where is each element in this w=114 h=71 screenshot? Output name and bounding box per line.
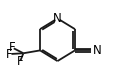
Text: F: F — [6, 48, 13, 61]
Text: F: F — [9, 41, 15, 54]
Text: N: N — [53, 12, 61, 25]
Text: N: N — [92, 44, 101, 57]
Text: F: F — [17, 55, 23, 68]
